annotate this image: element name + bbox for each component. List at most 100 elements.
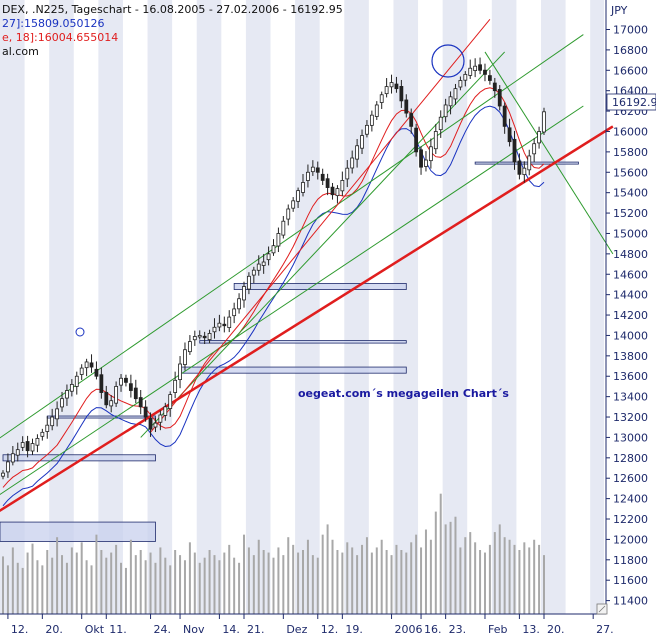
volume-bar <box>302 550 305 614</box>
candle-body <box>428 146 433 162</box>
candle <box>468 59 473 79</box>
candle-body <box>163 406 168 416</box>
volume-bar <box>356 555 359 614</box>
x-tick-label: Nov <box>183 623 205 636</box>
candle <box>65 384 69 406</box>
candle <box>25 435 30 458</box>
candle-body <box>74 375 79 387</box>
y-tick-label: 11600 <box>613 574 648 587</box>
candle <box>433 123 438 155</box>
candle-body <box>379 94 384 103</box>
candle <box>6 453 10 478</box>
candle <box>232 302 237 324</box>
candle <box>443 98 448 123</box>
candle <box>60 391 64 412</box>
candle-body <box>345 167 350 180</box>
candle <box>45 416 50 439</box>
volume-bar <box>346 542 349 614</box>
volume-bar <box>228 544 231 614</box>
week-band <box>295 0 320 614</box>
y-tick-label: 14400 <box>613 289 648 302</box>
candle <box>310 160 315 176</box>
candle <box>133 379 138 404</box>
candle-body <box>369 114 374 126</box>
y-tick-label: 16800 <box>613 44 648 57</box>
candle-body <box>237 298 241 310</box>
candle <box>237 293 241 314</box>
candle <box>148 412 153 437</box>
volume-bar <box>120 562 123 614</box>
volume-bar <box>36 560 39 614</box>
candle-body <box>247 275 251 290</box>
candle-body <box>315 167 320 173</box>
candle-body <box>40 431 45 437</box>
candle <box>345 160 350 188</box>
volume-bar <box>424 529 427 614</box>
volume-bar <box>306 539 309 614</box>
volume-bar <box>483 552 486 614</box>
volume-bar <box>223 552 226 614</box>
volume-bar <box>169 565 172 614</box>
volume-bar <box>262 550 265 614</box>
candle <box>104 385 109 409</box>
volume-bar <box>85 560 88 614</box>
candle <box>414 123 419 157</box>
candle-body <box>1 472 5 477</box>
candle <box>365 120 369 138</box>
header-line-4: al.com <box>2 45 39 58</box>
week-band <box>491 0 517 614</box>
volume-bar <box>434 511 437 614</box>
candle <box>507 118 512 147</box>
candle-body <box>271 245 276 254</box>
volume-bar <box>498 524 501 614</box>
candle <box>15 442 20 462</box>
candle-body <box>232 308 237 317</box>
candle <box>212 318 217 339</box>
candle <box>202 331 207 345</box>
candle <box>281 216 286 239</box>
volume-bar <box>410 542 413 614</box>
candle-body <box>143 406 148 418</box>
volume-bar <box>21 567 24 614</box>
week-bands <box>0 0 604 614</box>
x-tick-label: Feb <box>488 623 507 636</box>
volume-bar <box>16 562 19 614</box>
scroll-corner[interactable] <box>596 603 608 615</box>
volume-bar <box>208 550 211 614</box>
y-tick-label: 13200 <box>613 411 648 424</box>
candle <box>251 266 256 284</box>
volume-bar <box>341 552 344 614</box>
zone-5 <box>233 283 407 290</box>
volume-bar <box>31 543 34 614</box>
candle <box>79 364 84 381</box>
volume-bar <box>282 555 285 614</box>
x-tick-label: 23. <box>449 623 467 636</box>
y-tick-label: 14000 <box>613 329 648 342</box>
volume-bar <box>95 534 98 614</box>
candle-body <box>45 424 50 432</box>
candle-body <box>404 99 409 114</box>
y-tick-label: 16600 <box>613 64 648 77</box>
candle <box>197 330 202 340</box>
candle-body <box>207 333 212 341</box>
candle-body <box>517 160 522 175</box>
candle-body <box>325 178 330 188</box>
candle-body <box>453 88 458 100</box>
x-tick-label: 2006 <box>395 623 423 636</box>
candle-body <box>69 383 74 392</box>
candle-body <box>173 379 178 393</box>
candle <box>517 153 522 180</box>
volume-bar <box>124 567 127 614</box>
volume-bar <box>405 552 408 614</box>
candle <box>487 69 492 85</box>
x-tick-label: 13. <box>522 623 540 636</box>
candle <box>178 356 182 389</box>
candle <box>306 164 310 188</box>
volume-bar <box>503 537 506 614</box>
volume-bar <box>321 534 324 614</box>
volume-bar <box>75 552 78 614</box>
volume-bar <box>361 544 364 614</box>
candle-body <box>94 368 99 377</box>
peak-marker <box>75 327 85 337</box>
